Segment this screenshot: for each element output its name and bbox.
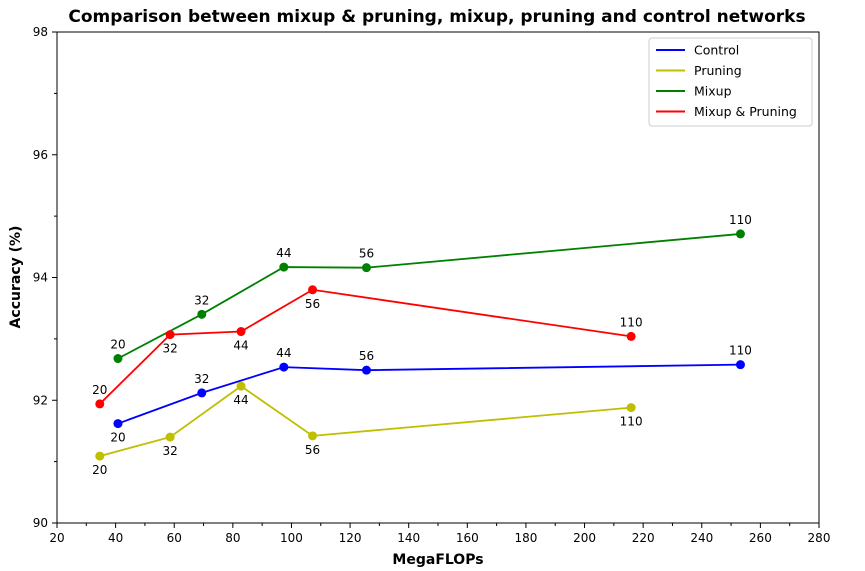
data-label: 56 xyxy=(305,443,320,457)
legend-label: Mixup & Pruning xyxy=(694,104,797,119)
data-label: 56 xyxy=(305,297,320,311)
series-pruning: 20 32 44 56 110 xyxy=(92,381,643,477)
x-tick-label: 160 xyxy=(456,531,479,545)
legend-item: Pruning xyxy=(656,63,742,78)
data-point xyxy=(113,354,123,364)
data-label: 32 xyxy=(162,342,177,356)
data-label: 44 xyxy=(276,246,291,260)
data-label: 44 xyxy=(233,339,248,353)
data-label: 110 xyxy=(729,344,752,358)
data-point xyxy=(735,229,745,239)
data-point xyxy=(361,263,371,273)
data-point xyxy=(236,327,246,337)
y-tick-label: 96 xyxy=(33,148,48,162)
series-line xyxy=(99,288,632,405)
y-tick-label: 92 xyxy=(33,393,48,407)
data-label: 20 xyxy=(92,463,107,477)
data-point xyxy=(735,360,745,370)
data-point xyxy=(279,262,289,272)
y-tick-label: 98 xyxy=(33,25,48,39)
series-layer: 20 32 44 56 110 20 32 44 56 110 20 32 44 56 110 20 32 44 5… xyxy=(92,213,752,477)
data-point xyxy=(308,431,318,441)
legend-label: Mixup xyxy=(694,84,732,99)
chart-title: Comparison between mixup & pruning, mixu… xyxy=(68,7,805,27)
x-tick-label: 60 xyxy=(167,531,182,545)
x-tick-label: 200 xyxy=(573,531,596,545)
series-line xyxy=(117,363,741,425)
data-label: 56 xyxy=(359,247,374,261)
x-tick-label: 180 xyxy=(514,531,537,545)
x-tick-label: 240 xyxy=(690,531,713,545)
data-label: 32 xyxy=(194,372,209,386)
data-label: 32 xyxy=(194,293,209,307)
data-point xyxy=(626,403,636,413)
legend-item: Mixup & Pruning xyxy=(656,104,797,119)
y-axis-label: Accuracy (%) xyxy=(8,226,24,329)
data-point xyxy=(236,381,246,391)
series-mixup: 20 32 44 56 110 xyxy=(110,213,752,364)
x-tick-label: 100 xyxy=(280,531,303,545)
data-point xyxy=(95,399,105,409)
data-label: 32 xyxy=(162,444,177,458)
series-mixup-pruning: 20 32 44 56 110 xyxy=(92,285,643,409)
data-point xyxy=(165,330,175,340)
data-point xyxy=(308,285,318,295)
legend-item: Mixup xyxy=(656,84,732,99)
x-axis-label: MegaFLOPs xyxy=(392,552,483,568)
data-point xyxy=(626,331,636,341)
x-tick-label: 20 xyxy=(49,531,64,545)
data-label: 110 xyxy=(620,315,643,329)
data-label: 20 xyxy=(92,383,107,397)
data-point xyxy=(165,432,175,442)
x-tick-label: 140 xyxy=(397,531,420,545)
x-tick-label: 120 xyxy=(339,531,362,545)
data-label: 20 xyxy=(110,431,125,445)
y-tick-label: 90 xyxy=(33,516,48,530)
data-label: 20 xyxy=(110,338,125,352)
data-point xyxy=(95,451,105,461)
x-axis: 20 40 60 80 100 120 140 160 180 200 220 240 260 280 xyxy=(49,523,830,545)
data-point xyxy=(197,388,207,398)
x-tick-label: 220 xyxy=(632,531,655,545)
data-label: 44 xyxy=(233,393,248,407)
legend-label: Control xyxy=(694,43,739,58)
legend-item: Control xyxy=(656,43,739,58)
x-tick-label: 80 xyxy=(225,531,240,545)
series-control: 20 32 44 56 110 xyxy=(110,344,752,445)
series-line xyxy=(99,385,632,457)
data-label: 56 xyxy=(359,349,374,363)
y-tick-label: 94 xyxy=(33,271,48,285)
legend: Control Pruning Mixup Mixup & Pruning xyxy=(648,37,813,127)
data-point xyxy=(279,362,289,372)
data-point xyxy=(113,419,123,429)
legend-frame xyxy=(648,37,813,127)
y-axis: 90 92 94 96 98 xyxy=(33,25,57,530)
x-tick-label: 40 xyxy=(108,531,123,545)
data-label: 44 xyxy=(276,346,291,360)
x-tick-label: 280 xyxy=(808,531,831,545)
x-tick-label: 260 xyxy=(749,531,772,545)
data-point xyxy=(197,309,207,319)
data-label: 110 xyxy=(729,213,752,227)
series-line xyxy=(117,233,741,360)
data-point xyxy=(361,365,371,375)
legend-label: Pruning xyxy=(694,63,742,78)
data-label: 110 xyxy=(620,415,643,429)
